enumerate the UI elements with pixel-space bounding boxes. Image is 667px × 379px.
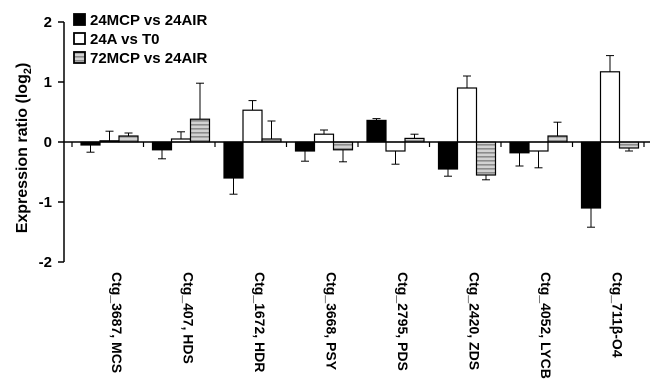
bar-open-7 <box>599 71 621 143</box>
bar-striped-5 <box>475 141 497 176</box>
bar-striped-6 <box>547 135 568 143</box>
bar-striped-1 <box>189 118 211 143</box>
category-label: Ctg_4052, LYCB <box>538 272 554 379</box>
bars <box>80 55 640 228</box>
category-label: Ctg_3687, MCS <box>109 272 125 373</box>
bar-solid-3 <box>294 141 316 152</box>
bar-striped-0 <box>118 135 139 143</box>
bar-solid-6 <box>509 141 530 154</box>
bar-open-2 <box>242 109 263 143</box>
y-tick-label: 0 <box>44 134 52 151</box>
y-tick-label: -1 <box>39 194 52 211</box>
category-label: Ctg_1672, HDR <box>252 272 268 372</box>
legend-swatch-solid <box>73 13 86 26</box>
category-label: Ctg_711β-O4 <box>609 272 625 358</box>
bar-open-5 <box>456 87 478 143</box>
y-axis: -2 -1 0 1 2 <box>39 14 65 271</box>
bar-open-6 <box>528 141 549 152</box>
category-label: Ctg_2420, ZDS <box>466 272 482 370</box>
legend-label: 24A vs T0 <box>90 31 160 48</box>
bar-striped-3 <box>332 141 354 151</box>
y-tick-label: -2 <box>39 254 52 271</box>
bar-striped-7 <box>618 141 640 149</box>
bar-solid-7 <box>580 141 602 209</box>
bar-solid-2 <box>223 141 244 179</box>
y-tick-label: 1 <box>44 74 52 91</box>
legend-label: 24MCP vs 24AIR <box>90 12 207 29</box>
legend: 24MCP vs 24AIR 24A vs T0 72MCP vs 24AIR <box>73 12 207 67</box>
category-label: Ctg_407, HDS <box>180 272 196 364</box>
category-label: Ctg_3668, PSY <box>323 272 339 371</box>
category-labels: Ctg_3687, MCS Ctg_407, HDS Ctg_1672, HDR Ct… <box>109 272 626 379</box>
category-label: Ctg_2795, PDS <box>395 272 411 371</box>
bar-open-3 <box>313 133 335 143</box>
bar-solid-5 <box>437 141 459 170</box>
bar-solid-4 <box>366 119 387 143</box>
y-tick-label: 2 <box>44 14 52 31</box>
bar-solid-1 <box>151 141 173 151</box>
x-axis <box>64 141 650 147</box>
legend-swatch-striped <box>73 51 86 64</box>
y-axis-label: Expression ratio (log2) <box>14 63 34 234</box>
bar-open-4 <box>385 141 406 152</box>
legend-swatch-open <box>73 32 86 45</box>
legend-label: 72MCP vs 24AIR <box>90 50 207 67</box>
